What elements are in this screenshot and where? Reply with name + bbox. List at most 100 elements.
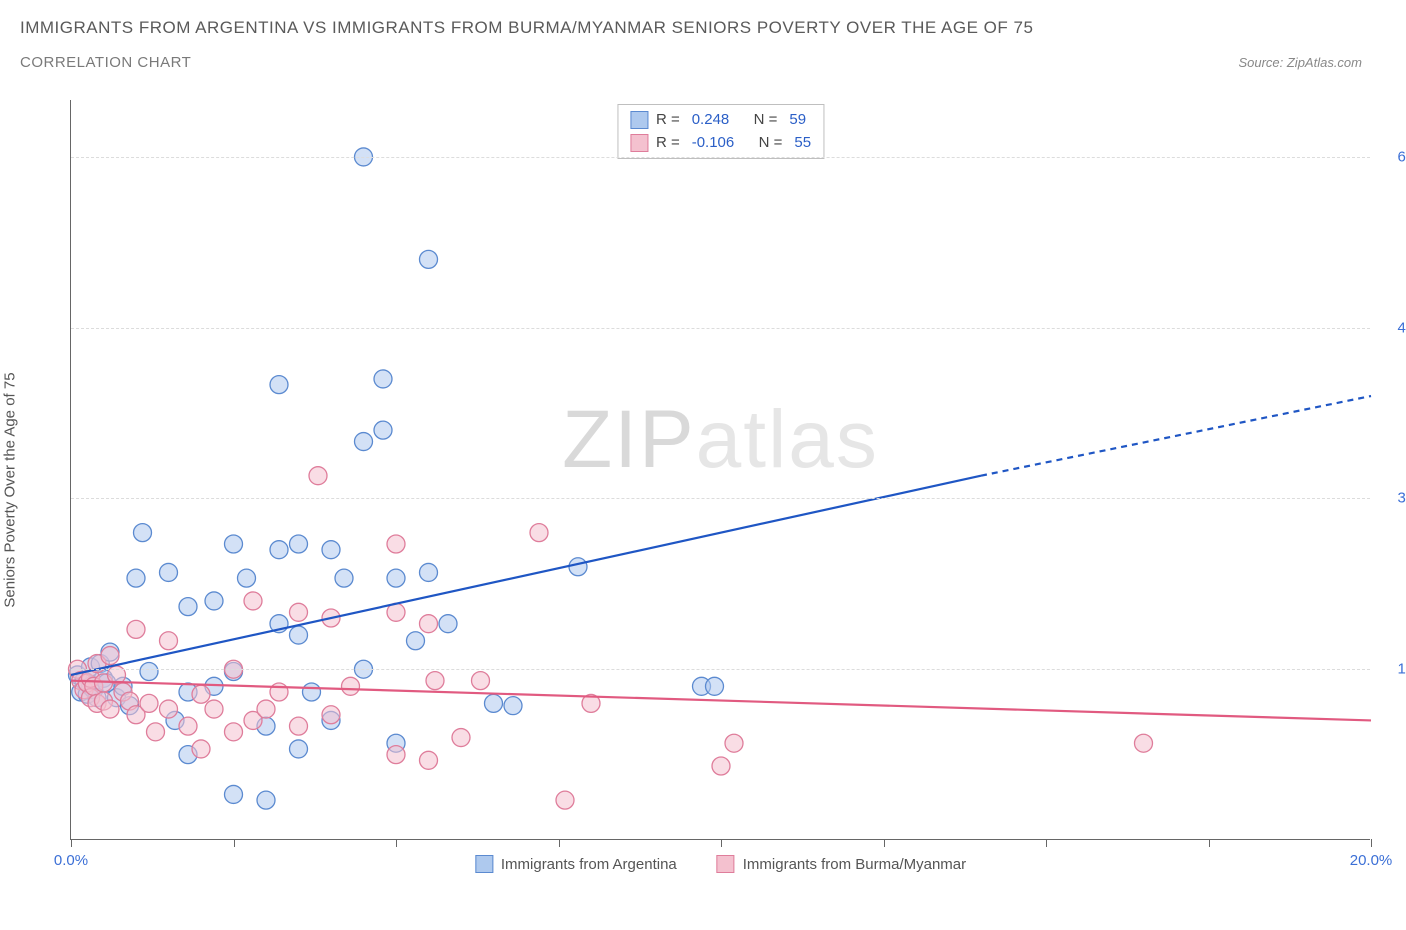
x-tick (1371, 839, 1372, 847)
data-point (504, 697, 522, 715)
data-point (134, 524, 152, 542)
data-point (225, 723, 243, 741)
data-point (101, 647, 119, 665)
data-point (335, 569, 353, 587)
data-point (290, 626, 308, 644)
source-name: ZipAtlas.com (1287, 55, 1362, 70)
legend-swatch (475, 855, 493, 873)
data-point (452, 729, 470, 747)
data-point (290, 603, 308, 621)
stat-n-label: N = (759, 132, 783, 155)
data-point (472, 672, 490, 690)
trend-line (71, 476, 981, 675)
data-point (342, 677, 360, 695)
gridline (71, 328, 1370, 329)
series-swatch (630, 134, 648, 152)
x-tick (71, 839, 72, 847)
data-point (225, 785, 243, 803)
data-point (322, 541, 340, 559)
legend-label: Immigrants from Argentina (501, 856, 677, 873)
data-point (270, 541, 288, 559)
stats-row: R = -0.106 N = 55 (630, 132, 811, 155)
stat-r-value: 0.248 (692, 109, 730, 132)
plot-svg (71, 100, 1370, 839)
x-tick (559, 839, 560, 847)
data-point (420, 563, 438, 581)
legend-swatch (717, 855, 735, 873)
data-point (257, 700, 275, 718)
data-point (140, 694, 158, 712)
data-point (147, 723, 165, 741)
data-point (179, 598, 197, 616)
data-point (192, 740, 210, 758)
data-point (303, 683, 321, 701)
data-point (374, 370, 392, 388)
data-point (420, 250, 438, 268)
data-point (569, 558, 587, 576)
x-tick (1209, 839, 1210, 847)
data-point (420, 615, 438, 633)
stat-n-label: N = (754, 109, 778, 132)
data-point (725, 734, 743, 752)
data-point (160, 700, 178, 718)
data-point (290, 740, 308, 758)
legend: Immigrants from Argentina Immigrants from… (475, 855, 966, 873)
data-point (355, 433, 373, 451)
data-point (712, 757, 730, 775)
data-point (160, 632, 178, 650)
header: IMMIGRANTS FROM ARGENTINA VS IMMIGRANTS … (0, 0, 1406, 77)
data-point (290, 535, 308, 553)
data-point (485, 694, 503, 712)
legend-item: Immigrants from Burma/Myanmar (717, 855, 966, 873)
y-axis-label: Seniors Poverty Over the Age of 75 (2, 372, 19, 607)
source-attribution: Source: ZipAtlas.com (1238, 55, 1386, 70)
y-tick-label: 30.0% (1380, 490, 1406, 507)
data-point (387, 746, 405, 764)
data-point (322, 706, 340, 724)
data-point (225, 535, 243, 553)
trend-line-dashed (981, 396, 1371, 476)
data-point (257, 791, 275, 809)
x-tick (721, 839, 722, 847)
data-point (387, 535, 405, 553)
x-tick (396, 839, 397, 847)
data-point (238, 569, 256, 587)
data-point (160, 563, 178, 581)
data-point (407, 632, 425, 650)
y-tick-label: 15.0% (1380, 661, 1406, 678)
data-point (309, 467, 327, 485)
x-tick-label: 0.0% (54, 852, 88, 869)
x-tick (884, 839, 885, 847)
page-title: IMMIGRANTS FROM ARGENTINA VS IMMIGRANTS … (20, 18, 1386, 38)
legend-item: Immigrants from Argentina (475, 855, 677, 873)
x-tick-label: 20.0% (1350, 852, 1393, 869)
data-point (439, 615, 457, 633)
subtitle-row: CORRELATION CHART Source: ZipAtlas.com (20, 54, 1386, 71)
data-point (205, 700, 223, 718)
data-point (270, 376, 288, 394)
data-point (205, 592, 223, 610)
legend-label: Immigrants from Burma/Myanmar (743, 856, 966, 873)
stat-n-value: 59 (789, 109, 806, 132)
data-point (101, 700, 119, 718)
data-point (556, 791, 574, 809)
stats-box: R = 0.248 N = 59R = -0.106 N = 55 (617, 104, 824, 159)
data-point (530, 524, 548, 542)
data-point (179, 717, 197, 735)
correlation-chart: Seniors Poverty Over the Age of 75 ZIPat… (20, 100, 1386, 880)
stat-r-value: -0.106 (692, 132, 735, 155)
data-point (374, 421, 392, 439)
data-point (426, 672, 444, 690)
stat-r-label: R = (656, 132, 680, 155)
data-point (290, 717, 308, 735)
data-point (420, 751, 438, 769)
x-tick (234, 839, 235, 847)
data-point (706, 677, 724, 695)
stat-r-label: R = (656, 109, 680, 132)
subtitle: CORRELATION CHART (20, 54, 191, 71)
data-point (192, 685, 210, 703)
source-prefix: Source: (1238, 55, 1286, 70)
stat-n-value: 55 (794, 132, 811, 155)
gridline (71, 669, 1370, 670)
y-tick-label: 60.0% (1380, 148, 1406, 165)
